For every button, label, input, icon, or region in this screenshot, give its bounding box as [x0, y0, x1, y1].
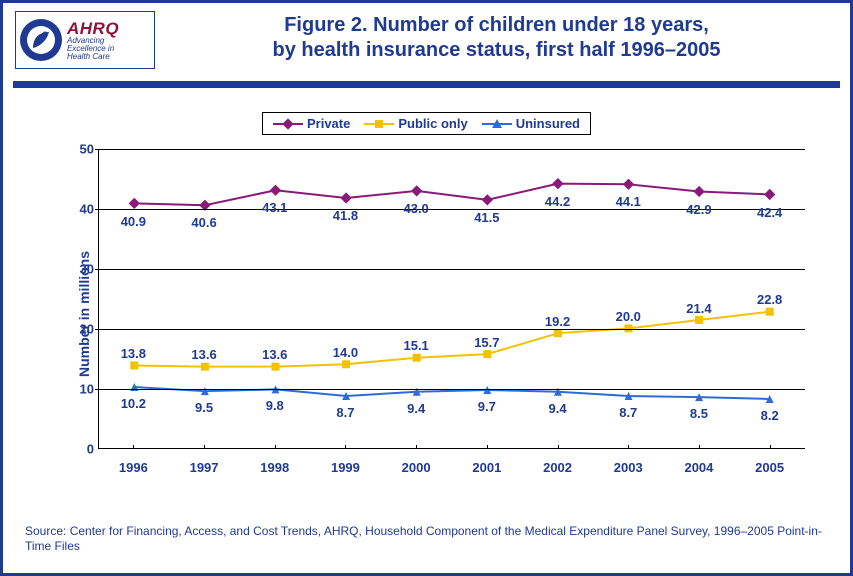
x-tick-label: 1999 [331, 460, 360, 475]
data-label: 40.6 [191, 215, 216, 230]
legend-item-private: Private [273, 116, 350, 131]
data-label: 40.9 [121, 214, 146, 229]
data-label: 44.2 [545, 194, 570, 209]
x-tick-label: 1997 [190, 460, 219, 475]
x-tick-label: 1996 [119, 460, 148, 475]
y-tick-label: 20 [80, 322, 94, 337]
x-tick-mark [558, 445, 559, 449]
logo-box: AHRQ Advancing Excellence in Health Care [15, 11, 155, 69]
data-label: 41.5 [474, 210, 499, 225]
legend-label-public: Public only [398, 116, 467, 131]
data-label: 19.2 [545, 314, 570, 329]
data-label: 43.0 [403, 201, 428, 216]
title-line-2: by health insurance status, first half 1… [155, 38, 838, 63]
data-label: 22.8 [757, 292, 782, 307]
x-tick-mark [204, 445, 205, 449]
x-tick-mark [345, 445, 346, 449]
data-label: 9.8 [266, 398, 284, 413]
legend-label-private: Private [307, 116, 350, 131]
gridline [95, 329, 805, 330]
x-tick-mark [770, 445, 771, 449]
y-tick-label: 10 [80, 382, 94, 397]
y-tick-label: 30 [80, 262, 94, 277]
data-label: 13.6 [191, 347, 216, 362]
x-tick-label: 2001 [472, 460, 501, 475]
x-tick-label: 2003 [614, 460, 643, 475]
square-marker-icon [364, 118, 394, 130]
data-label: 9.5 [195, 400, 213, 415]
data-label: 8.7 [619, 405, 637, 420]
data-label: 8.2 [761, 408, 779, 423]
x-tick-mark [133, 445, 134, 449]
gridline [95, 389, 805, 390]
hhs-badge-icon [19, 18, 63, 62]
y-tick-label: 50 [80, 142, 94, 157]
data-label: 42.4 [757, 205, 782, 220]
x-tick-label: 2002 [543, 460, 572, 475]
gridline [95, 149, 805, 150]
legend: Private Public only Uninsured [3, 112, 850, 135]
x-tick-mark [699, 445, 700, 449]
data-label: 13.8 [121, 346, 146, 361]
x-tick-mark [416, 445, 417, 449]
x-tick-label: 2005 [755, 460, 784, 475]
data-label: 8.7 [336, 405, 354, 420]
x-tick-mark [628, 445, 629, 449]
source-citation: Source: Center for Financing, Access, an… [25, 524, 828, 555]
data-label: 15.7 [474, 335, 499, 350]
diamond-marker-icon [273, 118, 303, 130]
data-label: 20.0 [616, 309, 641, 324]
x-tick-mark [275, 445, 276, 449]
x-tick-label: 2004 [684, 460, 713, 475]
gridline [95, 269, 805, 270]
data-label: 8.5 [690, 406, 708, 421]
legend-item-public: Public only [364, 116, 467, 131]
x-tick-label: 2000 [402, 460, 431, 475]
data-label: 41.8 [333, 208, 358, 223]
chart-title: Figure 2. Number of children under 18 ye… [155, 11, 838, 63]
title-line-1: Figure 2. Number of children under 18 ye… [155, 13, 838, 38]
triangle-marker-icon [482, 118, 512, 130]
legend-item-uninsured: Uninsured [482, 116, 580, 131]
data-label: 21.4 [686, 301, 711, 316]
ahrq-acronym: AHRQ [67, 20, 119, 37]
data-label: 42.9 [686, 202, 711, 217]
data-label: 9.4 [407, 401, 425, 416]
data-label: 9.7 [478, 399, 496, 414]
header: AHRQ Advancing Excellence in Health Care… [3, 3, 850, 73]
legend-box: Private Public only Uninsured [262, 112, 591, 135]
chart-frame: AHRQ Advancing Excellence in Health Care… [0, 0, 853, 576]
ahrq-logo-text: AHRQ Advancing Excellence in Health Care [67, 20, 119, 61]
x-tick-label: 1998 [260, 460, 289, 475]
legend-label-uninsured: Uninsured [516, 116, 580, 131]
title-underline [13, 81, 840, 88]
data-label: 9.4 [549, 401, 567, 416]
x-tick-mark [487, 445, 488, 449]
ahrq-sub3: Health Care [67, 53, 119, 61]
data-label: 13.6 [262, 347, 287, 362]
data-label: 15.1 [403, 338, 428, 353]
data-label: 10.2 [121, 396, 146, 411]
y-tick-label: 40 [80, 202, 94, 217]
data-label: 44.1 [616, 194, 641, 209]
data-label: 43.1 [262, 200, 287, 215]
data-label: 14.0 [333, 345, 358, 360]
y-tick-label: 0 [87, 442, 94, 457]
chart-area: Number in millions 010203040501996199719… [73, 149, 805, 479]
